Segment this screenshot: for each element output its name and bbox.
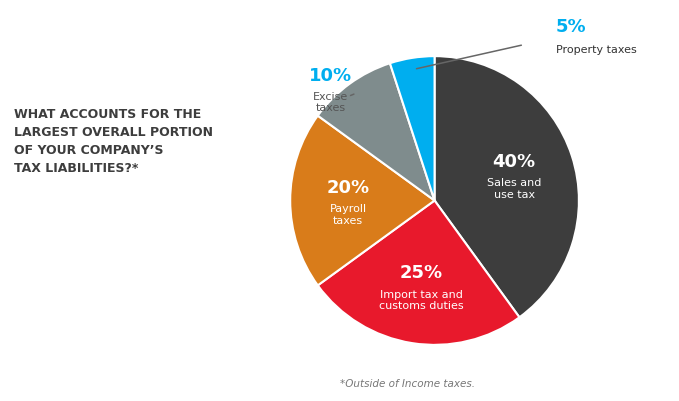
Wedge shape: [290, 115, 435, 286]
Text: Sales and
use tax: Sales and use tax: [487, 178, 541, 200]
Wedge shape: [318, 200, 519, 345]
Text: 40%: 40%: [493, 153, 536, 171]
Text: 25%: 25%: [399, 264, 443, 282]
Text: Property taxes: Property taxes: [556, 45, 637, 55]
Text: 5%: 5%: [556, 18, 587, 36]
Text: Excise
taxes: Excise taxes: [313, 91, 348, 113]
Wedge shape: [435, 56, 579, 317]
Wedge shape: [318, 63, 435, 200]
Text: 10%: 10%: [309, 67, 352, 85]
Wedge shape: [390, 56, 435, 200]
Text: Payroll
taxes: Payroll taxes: [329, 204, 367, 226]
Text: Import tax and
customs duties: Import tax and customs duties: [379, 290, 463, 311]
Text: WHAT ACCOUNTS FOR THE
LARGEST OVERALL PORTION
OF YOUR COMPANY’S
TAX LIABILITIES?: WHAT ACCOUNTS FOR THE LARGEST OVERALL PO…: [14, 108, 213, 175]
Text: *Outside of Income taxes.: *Outside of Income taxes.: [340, 379, 475, 389]
Text: 20%: 20%: [327, 178, 369, 196]
